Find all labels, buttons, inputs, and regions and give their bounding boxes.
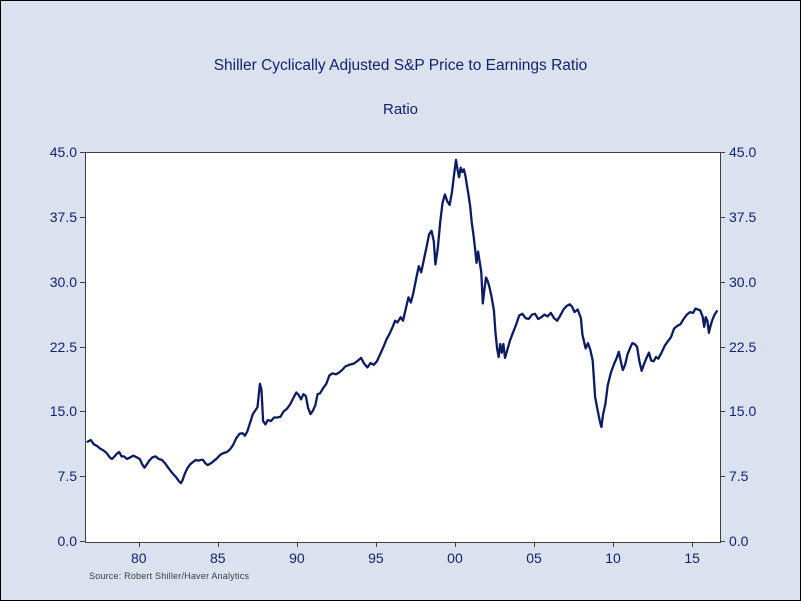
y-axis-tick-label-right: 15.0 (729, 403, 757, 420)
y-axis-tick-label-right: 22.5 (729, 338, 757, 355)
y-axis-tick-mark-left (80, 346, 85, 348)
cape-line-series (86, 158, 718, 485)
y-axis-tick-mark-left (80, 411, 85, 413)
x-axis-tick-mark (138, 542, 140, 547)
x-axis-tick-mark (375, 542, 377, 547)
y-axis-tick-label-left: 30.0 (49, 273, 77, 290)
x-axis-tick-mark (454, 542, 456, 547)
y-axis-tick-mark-right (720, 216, 725, 218)
chart-title: Shiller Cyclically Adjusted S&P Price to… (213, 57, 588, 74)
x-axis-tick-mark (296, 542, 298, 547)
y-axis-tick-mark-right (720, 476, 725, 478)
x-axis-tick-label: 80 (130, 550, 147, 566)
x-axis-tick-mark (613, 542, 615, 547)
x-axis-tick-label: 95 (368, 550, 384, 566)
source-note: Source: Robert Shiller/Haver Analytics (89, 571, 250, 581)
y-axis-tick-mark-left (80, 541, 85, 542)
x-axis-tick-mark (534, 542, 536, 547)
y-axis-tick-label-right: 37.5 (729, 208, 757, 225)
x-axis-tick-label: 05 (526, 550, 542, 566)
x-axis-tick-mark (217, 542, 219, 547)
chart-subtitle: Ratio (382, 101, 419, 118)
y-axis-tick-mark-right (720, 411, 725, 413)
x-axis-tick-label: 00 (447, 550, 463, 566)
x-axis-tick-label: 15 (684, 550, 700, 566)
y-axis-tick-mark-left (80, 281, 85, 283)
y-axis-tick-label-right: 30.0 (729, 273, 757, 290)
y-axis-tick-mark-left (80, 476, 85, 478)
y-axis-tick-label-left: 37.5 (49, 208, 77, 225)
y-axis-tick-label-left: 15.0 (49, 403, 77, 420)
y-axis-tick-mark-right (720, 281, 725, 283)
x-axis-tick-label: 85 (210, 550, 226, 566)
y-axis-tick-mark-left (80, 216, 85, 218)
x-axis-tick-mark (692, 542, 694, 547)
y-axis-tick-label-left: 22.5 (49, 338, 77, 355)
plot-area (85, 152, 721, 543)
y-axis-tick-mark-left (80, 152, 85, 153)
y-axis-tick-label-right: 7.5 (729, 468, 749, 485)
y-axis-tick-label-left: 45.0 (49, 144, 77, 160)
y-axis-tick-label-right: 0.0 (729, 533, 749, 549)
x-axis-tick-label: 90 (289, 550, 305, 566)
y-axis-tick-label-right: 45.0 (729, 144, 757, 160)
y-axis-tick-mark-right (720, 541, 725, 542)
y-axis-tick-mark-right (720, 346, 725, 348)
y-axis-tick-label-left: 0.0 (57, 533, 77, 549)
y-axis-tick-mark-right (720, 152, 725, 153)
x-axis-tick-label: 10 (605, 550, 621, 566)
y-axis-tick-label-left: 7.5 (57, 468, 77, 485)
